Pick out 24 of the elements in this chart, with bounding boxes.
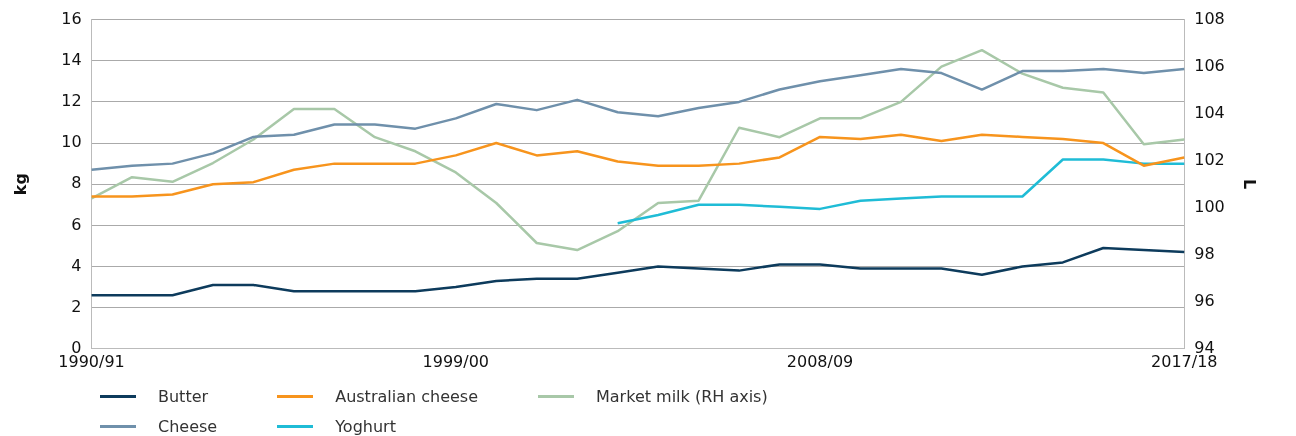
legend-label: Market milk (RH axis): [596, 386, 768, 406]
y2-tick-label: 102: [1194, 149, 1225, 169]
y-tick-label: 12: [61, 91, 82, 111]
y-axis-title: kg: [10, 173, 30, 196]
y-tick-label: 2: [71, 296, 82, 316]
y2-tick-label: 108: [1194, 8, 1225, 28]
y-tick-label: 16: [61, 8, 82, 28]
legend-label: Cheese: [158, 416, 218, 436]
y2-tick-label: 106: [1194, 55, 1225, 75]
x-tick-label: 1999/00: [422, 351, 490, 371]
y-tick-label: 8: [71, 173, 82, 193]
x-tick-label: 2008/09: [786, 351, 854, 371]
y2-tick-label: 96: [1194, 290, 1215, 310]
legend-label: Australian cheese: [335, 386, 478, 406]
y2-tick-label: 100: [1194, 196, 1225, 216]
y-tick-label: 6: [71, 214, 82, 234]
y-tick-label: 10: [61, 132, 82, 152]
y2-tick-label: 104: [1194, 102, 1225, 122]
legend-label: Yoghurt: [335, 416, 396, 436]
y2-tick-label: 98: [1194, 243, 1215, 263]
y-tick-label: 14: [61, 49, 82, 69]
y2-axis-title: L: [1240, 179, 1260, 190]
legend-label: Butter: [158, 386, 209, 406]
y-tick-label: 4: [71, 255, 82, 275]
